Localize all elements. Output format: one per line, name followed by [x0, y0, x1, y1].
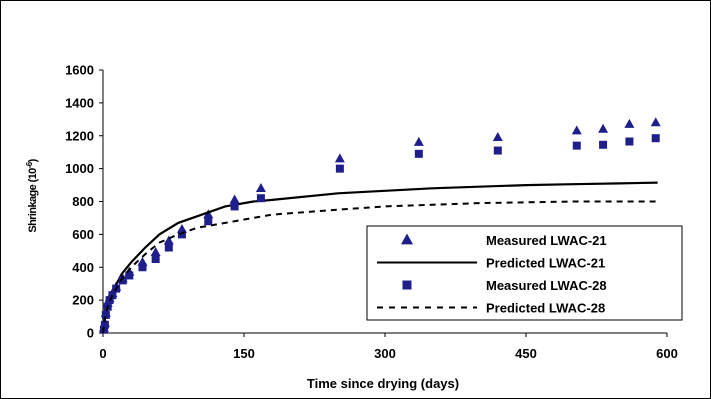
data-point-triangle [334, 153, 345, 163]
data-point-square [493, 146, 502, 155]
y-tick-label: 0 [87, 326, 94, 341]
data-point-triangle [624, 118, 635, 128]
data-point-square [118, 276, 127, 285]
data-point-square [177, 230, 186, 239]
y-tick-label: 400 [72, 260, 94, 275]
y-tick-label: 800 [72, 194, 94, 209]
legend-label: Measured LWAC-28 [486, 278, 607, 293]
data-point-triangle [492, 131, 503, 141]
series-4 [102, 200, 658, 334]
data-point-square [230, 202, 239, 211]
axes: 0 200 400 600 800 1000 1200 1400 1600 0 150 300 450 6… [65, 63, 678, 362]
y-tick-label: 1000 [65, 161, 94, 176]
y-axis-title-exponent: -6 [25, 161, 34, 168]
y-tick-label: 200 [72, 293, 94, 308]
data-point-triangle [598, 123, 609, 133]
series-line [102, 200, 658, 334]
data-point-triangle [413, 136, 424, 146]
x-axis-title: Time since drying (days) [307, 376, 459, 391]
x-tick-label: 150 [233, 346, 255, 361]
data-point-square [599, 140, 608, 149]
legend-entry: Predicted LWAC-28 [377, 301, 605, 316]
legend-square-marker [402, 280, 412, 290]
data-point-square [100, 320, 109, 329]
y-tick-label: 1400 [65, 95, 94, 110]
y-tick-label: 1200 [65, 128, 94, 143]
x-tick-label: 600 [656, 346, 678, 361]
x-tick-label: 450 [515, 346, 537, 361]
data-point-triangle [229, 194, 240, 204]
data-point-square [138, 263, 147, 272]
legend-label: Measured LWAC-21 [486, 233, 607, 248]
y-axis-title-close: ) [27, 158, 39, 162]
data-point-square [164, 243, 173, 252]
data-point-square [256, 194, 265, 203]
data-point-square [151, 255, 160, 264]
legend-entry: Predicted LWAC-21 [377, 256, 605, 271]
data-point-triangle [650, 117, 661, 127]
data-point-square [125, 271, 134, 280]
data-point-square [101, 310, 110, 319]
series-layer [98, 117, 661, 334]
y-axis-title-main: Shrinkage (10 [27, 168, 39, 233]
data-point-square [625, 137, 634, 146]
data-point-triangle [203, 209, 214, 219]
x-tick-label: 300 [374, 346, 396, 361]
x-tick-label: 0 [99, 346, 106, 361]
legend-label: Predicted LWAC-28 [486, 301, 605, 316]
legend: Measured LWAC-21 Predicted LWAC-21 Measure… [366, 225, 683, 321]
y-tick-label: 1600 [65, 63, 94, 78]
data-point-triangle [150, 247, 161, 257]
legend-entry: Measured LWAC-21 [401, 233, 607, 248]
data-point-square [414, 149, 423, 158]
legend-triangle-marker [401, 233, 413, 245]
y-tick-label: 600 [72, 227, 94, 242]
data-point-square [108, 291, 117, 300]
data-point-square [335, 164, 344, 173]
data-point-square [651, 134, 660, 143]
data-point-triangle [255, 182, 266, 192]
data-point-triangle [571, 125, 582, 135]
data-point-square [572, 141, 581, 150]
data-point-square [204, 217, 213, 226]
y-axis-title: Shrinkage (10-6) [25, 158, 39, 232]
legend-entry: Measured LWAC-28 [402, 278, 607, 293]
legend-box [366, 225, 683, 321]
data-point-triangle [163, 235, 174, 245]
legend-label: Predicted LWAC-21 [486, 256, 605, 271]
